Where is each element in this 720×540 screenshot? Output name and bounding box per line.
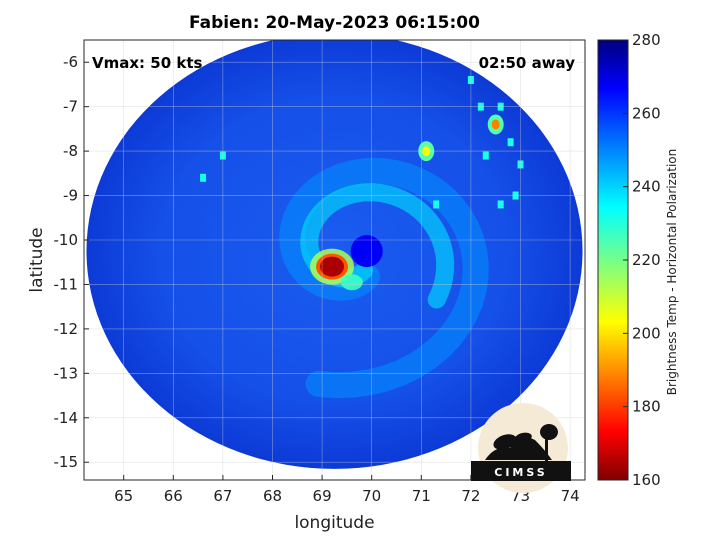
y-tick-label-9: -15: [54, 453, 79, 471]
x-axis: 65 66 67 68 69 70 71 72 73 74: [114, 475, 580, 505]
colorbar-ticks: 280 260 240 220 200 180 160: [623, 31, 661, 489]
y-axis: -6 -7 -8 -9 -10 -11 -12 -13 -14 -15: [54, 53, 89, 471]
vmax-annotation: Vmax: 50 kts: [92, 54, 202, 72]
speckle-10: [200, 173, 207, 182]
x-tick-label-4: 69: [313, 487, 332, 505]
colorbar-tick-label-0: 280: [632, 31, 661, 49]
colorbar-tick-label-3: 220: [632, 251, 661, 269]
y-tick-label-4: -10: [54, 231, 79, 249]
plot-frame: [83, 39, 586, 481]
logo-tank-icon: [540, 424, 558, 440]
colorbar-tick-label-2: 240: [632, 178, 661, 196]
colorbar-label: Brightness Temp - Horizontal Polarizatio…: [665, 149, 679, 396]
x-tick-label-2: 67: [213, 487, 232, 505]
logo-silhouette: [485, 437, 552, 460]
logo-text: CIMSS: [494, 466, 547, 479]
x-tick-label-1: 66: [164, 487, 183, 505]
warm-spot-1: [340, 274, 363, 291]
logo-tower-icon: [545, 438, 548, 463]
colorbar-tick-label-1: 260: [632, 104, 661, 122]
speckle-6: [497, 200, 504, 209]
eye-2: [350, 235, 383, 268]
y-axis-label: latitude: [27, 227, 47, 292]
y-tick-label-8: -14: [54, 409, 79, 427]
colorbar-tick-label-4: 200: [632, 324, 661, 342]
logo-dish-icon: [493, 434, 517, 450]
y-tick-label-0: -6: [63, 53, 78, 71]
y-tick-label-7: -13: [54, 364, 79, 382]
speckle-8: [433, 200, 440, 209]
y-tick-label-3: -9: [63, 187, 78, 205]
y-tick-label-6: -12: [54, 320, 79, 338]
time-away-annotation: 02:50 away: [479, 54, 576, 72]
x-tick-label-9: 74: [561, 487, 580, 505]
colorbar-tick-label-5: 180: [632, 398, 661, 416]
chart-title: Fabien: 20-May-2023 06:15:00: [189, 13, 480, 33]
cimss-logo: CIMSS: [471, 403, 571, 493]
x-tick-label-7: 72: [461, 487, 480, 505]
x-tick-label-3: 68: [263, 487, 282, 505]
convection-3: [491, 119, 500, 130]
x-tick-label-0: 65: [114, 487, 133, 505]
swath-layer: [86, 40, 583, 469]
logo-banner: [471, 461, 571, 481]
logo-dish-icon-small: [514, 432, 532, 444]
speckle-3: [507, 138, 514, 147]
y-tick-label-1: -7: [63, 98, 78, 116]
colorbar-tick-label-6: 160: [632, 471, 661, 489]
grid: [84, 40, 585, 480]
x-tick-label-6: 71: [412, 487, 431, 505]
x-tick-label-5: 70: [362, 487, 381, 505]
y-tick-label-5: -11: [54, 275, 79, 293]
y-tick-label-2: -8: [63, 142, 78, 160]
cold-core-0: [320, 256, 345, 277]
x-axis-label: longitude: [294, 513, 374, 533]
speckle-4: [482, 151, 489, 160]
